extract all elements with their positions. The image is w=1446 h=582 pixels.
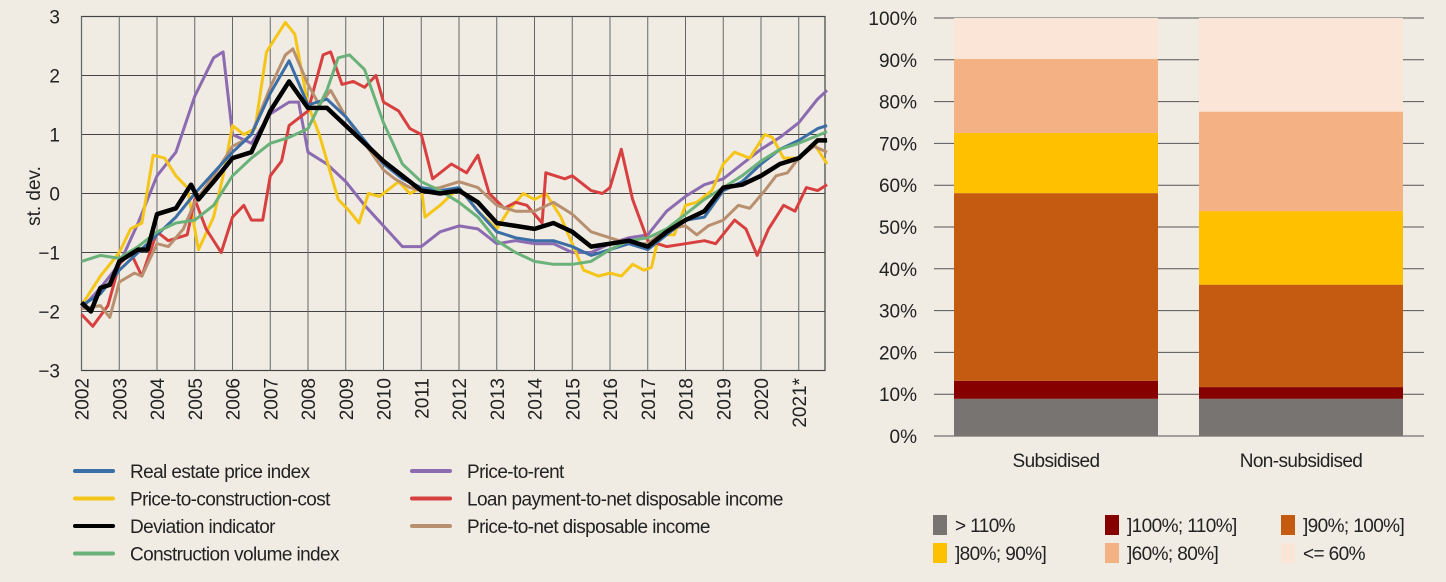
series-line-deviation-indicator — [79, 79, 828, 314]
y-tick-label: 70% — [879, 134, 917, 155]
y-tick-label: 60% — [879, 176, 917, 197]
x-tick-label: 2006 — [224, 378, 245, 420]
x-tick-label: 2021* — [790, 377, 811, 427]
x-tick-label: 2008 — [299, 378, 320, 420]
y-tick-label: 0 — [49, 185, 60, 206]
series-line-price-to-rent — [80, 50, 829, 310]
y-axis-label: st. dev. — [24, 166, 45, 226]
x-tick-label: 2012 — [450, 378, 471, 420]
legend-label: ]60%; 80%] — [1127, 544, 1218, 565]
y-tick-label: 30% — [879, 302, 917, 323]
x-tick-label: 2017 — [639, 378, 660, 420]
x-tick-label: 2004 — [148, 378, 169, 421]
x-tick-label: 2002 — [73, 378, 94, 420]
legend-label: Real estate price index — [130, 462, 311, 483]
legend-label: <= 60% — [1303, 544, 1366, 565]
x-tick-label: 2009 — [337, 378, 358, 420]
line-chart-grid — [80, 15, 826, 372]
bar-segment — [954, 193, 1158, 381]
bar-chart-bars — [954, 18, 1403, 436]
bar-chart-legend: > 110% ]100%; 110%] ]90%; 100%] ]80%; 90%]]… — [933, 515, 1405, 565]
legend-label: ]80%; 90%] — [955, 544, 1046, 565]
x-tick-label: 2003 — [110, 378, 131, 420]
x-tick-label: 2010 — [375, 378, 396, 420]
legend-label: Deviation indicator — [130, 517, 276, 538]
x-tick-label: 2018 — [677, 378, 698, 420]
legend-swatch — [1105, 543, 1119, 563]
x-tick-label: 2014 — [526, 378, 547, 421]
y-tick-label: −1 — [38, 244, 60, 265]
line-chart-tick-labels: 3 2 1 0 −3 −2 −1 2002 2003 2004 2005 2006 2007 2008 20… — [38, 8, 810, 428]
y-tick-label: 2 — [49, 67, 60, 88]
legend-swatch — [1105, 515, 1119, 535]
category-label: Subsidised — [1013, 451, 1100, 472]
y-tick-label: 20% — [879, 343, 917, 364]
x-tick-label: 2015 — [563, 378, 584, 420]
y-tick-label: 3 — [49, 8, 60, 29]
bar-segment — [1199, 111, 1403, 212]
y-tick-label: 10% — [879, 385, 917, 406]
legend-label: Price-to-net disposable income — [467, 517, 710, 538]
legend-label: Price-to-construction-cost — [130, 490, 331, 511]
bar-segment — [1199, 18, 1403, 112]
legend-label: ]100%; 110%] — [1127, 516, 1237, 537]
legend-label: ]90%; 100%] — [1303, 516, 1404, 537]
x-tick-label: 2011 — [412, 378, 433, 419]
category-label: Non-subsidised — [1240, 451, 1363, 472]
bar-segment — [1199, 211, 1403, 285]
y-tick-label: −3 — [38, 362, 60, 383]
series-line-loan-payment-to-net-disposable-income — [80, 50, 828, 328]
bar-segment — [954, 380, 1158, 399]
bar-segment — [1199, 398, 1403, 436]
y-tick-label: 1 — [49, 126, 60, 147]
bar-segment — [954, 398, 1158, 436]
bar-segment — [954, 58, 1158, 133]
x-tick-label: 2013 — [488, 378, 509, 420]
line-chart-series — [79, 20, 829, 328]
x-tick-label: 2020 — [752, 378, 773, 420]
y-tick-label: 80% — [879, 93, 917, 114]
legend-swatch — [1281, 515, 1295, 535]
x-tick-label: 2019 — [714, 378, 735, 420]
y-tick-label: 100% — [868, 9, 917, 30]
x-tick-label: 2005 — [186, 378, 207, 420]
bar-chart-tick-labels: 0% 10% 20% 30% 40% 50% 60% 70% 80% 90% 100% Subsidi… — [868, 9, 1363, 472]
bar-segment — [1199, 387, 1403, 399]
series-line-construction-volume-index — [81, 53, 828, 266]
legend-label: Construction volume index — [130, 545, 340, 566]
y-tick-label: 40% — [879, 260, 917, 281]
line-chart-legend: Real estate price index Price-to-rent Pric… — [73, 462, 783, 566]
y-tick-label: 0% — [890, 427, 918, 448]
series-line-real-estate-price-index — [80, 59, 828, 307]
legend-label: Price-to-rent — [467, 462, 565, 483]
bar-segment — [954, 132, 1158, 194]
legend-label: > 110% — [955, 516, 1016, 537]
x-tick-label: 2016 — [601, 378, 622, 420]
legend-swatch — [933, 515, 947, 535]
y-tick-label: 90% — [879, 51, 917, 72]
legend-swatch — [933, 543, 947, 563]
bar-segment — [954, 18, 1158, 59]
line-chart: 3 2 1 0 −3 −2 −1 2002 2003 2004 2005 2006 2007 2008 20… — [24, 8, 829, 566]
legend-label: Loan payment-to-net disposable income — [467, 490, 783, 511]
bar-segment — [1199, 284, 1403, 388]
x-tick-label: 2007 — [261, 378, 282, 420]
y-tick-label: 50% — [879, 218, 917, 239]
y-tick-label: −2 — [38, 303, 60, 324]
stacked-bar-chart: 0% 10% 20% 30% 40% 50% 60% 70% 80% 90% 100% Subsidi… — [868, 9, 1424, 565]
legend-swatch — [1281, 543, 1295, 563]
series-line-price-to-construction-cost — [80, 20, 829, 307]
